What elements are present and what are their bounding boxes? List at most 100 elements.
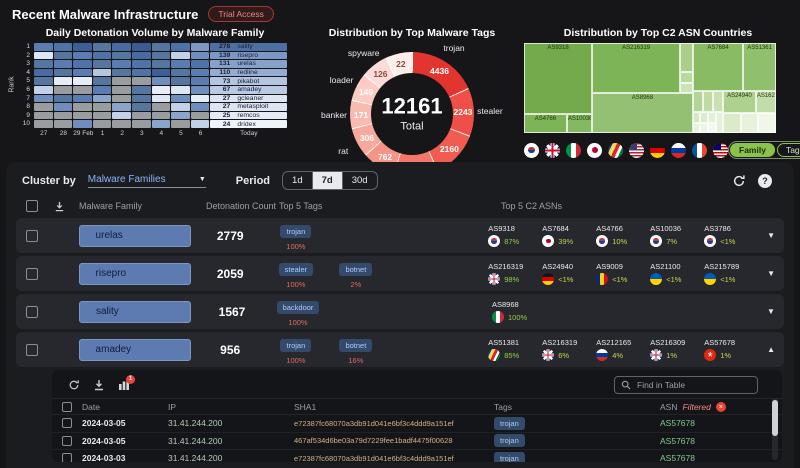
row-checkbox[interactable] [25,343,38,356]
subrow-checkbox[interactable] [62,435,72,446]
heatmap-cell [34,94,53,103]
trial-access-badge: Trial Access [208,6,274,22]
asn-flag-line: <1% [596,273,650,285]
asn-flag-line: 100% [492,311,546,323]
heatmap-cell [131,120,151,128]
asn-item: AS215789 <1% [704,262,758,285]
heatmap-today-value: 67 [222,86,231,94]
toggle-tag-button[interactable]: Tag [776,143,800,157]
treemap-block[interactable]: AS24940 [723,90,756,114]
treemap-block[interactable] [700,123,708,133]
subtable-download-icon[interactable] [93,379,105,391]
treemap-block[interactable] [707,112,716,124]
period-1d-button[interactable]: 1d [283,172,312,189]
subtable-select-all-cell [52,401,82,412]
treemap-block[interactable] [715,112,724,133]
treemap-block[interactable] [740,113,759,133]
family-button[interactable]: sality [79,300,191,323]
treemap-block[interactable] [692,90,703,113]
row-checkbox-cell [16,305,48,318]
expand-caret[interactable]: ▲ [767,345,776,354]
treemap-block[interactable] [680,43,693,72]
treemap-block[interactable] [713,90,724,113]
period-7d-button[interactable]: 7d [311,172,342,189]
subtable-select-all-checkbox[interactable] [62,401,72,412]
scrollbar-track[interactable] [772,398,778,460]
treemap-block[interactable]: AS51361 [743,43,776,91]
columns-icon[interactable] [118,379,130,391]
select-all-checkbox[interactable] [26,200,38,212]
expand-caret[interactable]: ▼ [767,231,776,240]
row-checkbox[interactable] [25,229,38,242]
treemap-block[interactable] [700,112,708,124]
treemap-block[interactable] [680,82,693,94]
heatmap-cell [53,60,73,68]
treemap-block[interactable] [692,123,701,133]
tag-chip[interactable]: stealer [278,262,314,276]
detonation-ip: 31.41.244.200 [168,435,223,446]
cluster-by-select[interactable]: Malware Families ▼ [87,174,206,188]
subtable-row: 2024-03-05 31.41.244.200 467af534d6be03a79… [52,433,782,450]
tag-chip[interactable]: botnet [339,338,373,352]
asn-percent: 1% [666,350,678,360]
treemap-block[interactable]: AS4766 [524,114,567,133]
treemap-block[interactable] [723,113,741,133]
tag-chip[interactable]: trojan [494,434,525,448]
tag-chip[interactable]: trojan [494,451,525,462]
subtable-refresh-icon[interactable] [68,379,80,391]
heatmap-cell [112,77,131,85]
heatmap-cell [112,60,131,68]
heatmap-today-cell: 27 gcleaner [210,94,288,103]
refresh-icon[interactable] [732,174,746,188]
detonation-asn: AS57678 [660,435,695,446]
scrollbar-thumb[interactable] [772,400,778,436]
tag-chip[interactable]: trojan [280,224,312,238]
asn-percent: 6% [558,350,570,360]
treemap-block[interactable]: AS10036 [566,114,593,133]
clear-filter-icon[interactable]: × [715,401,726,412]
expand-caret[interactable]: ▼ [767,269,776,278]
asn-name: AS24940 [542,262,574,271]
treemap-block[interactable] [692,112,701,124]
subrow-checkbox[interactable] [62,418,72,429]
treemap-block[interactable]: AS7684 [692,43,744,91]
flag-kr-icon [596,235,609,247]
treemap-block[interactable] [758,113,776,133]
family-button[interactable]: risepro [78,262,191,285]
donut-chart[interactable] [350,52,474,176]
heatmap-cell [112,51,131,60]
treemap-block[interactable]: AS8968 [592,93,693,133]
search-input[interactable] [635,379,751,391]
heatmap-today-name: redline [237,69,258,77]
treemap-block[interactable]: AS9318 [524,43,593,115]
tag-chip[interactable]: trojan [494,416,525,430]
row-checkbox-cell [16,229,48,242]
heatmap-cell [171,85,190,94]
family-button[interactable]: amadey [78,338,191,361]
tag-chip[interactable]: botnet [339,262,373,276]
header-ip: IP [168,401,177,412]
heatmap-cell [131,85,151,94]
tag-chip[interactable]: trojan [280,338,312,352]
help-icon[interactable]: ? [758,173,772,188]
download-icon[interactable] [54,201,65,212]
treemap-block[interactable]: AS16276 [755,90,776,114]
toggle-family-button[interactable]: Family [730,143,775,157]
treemap-block[interactable] [680,71,693,83]
treemap-block[interactable]: AS216319 [592,43,681,94]
heatmap-cell [190,103,210,111]
row-checkbox[interactable] [26,305,38,318]
subrow-checkbox[interactable] [62,453,72,462]
asn-item: AS21100 <1% [650,262,704,285]
family-button[interactable]: urelas [78,224,191,247]
asn-flag-line: 1% [650,349,704,361]
row-checkbox[interactable] [25,267,38,280]
expand-caret[interactable]: ▼ [767,307,775,316]
heatmap-today-value: 110 [219,69,231,77]
period-30d-button[interactable]: 30d [341,172,377,189]
treemap-block[interactable] [702,90,713,113]
tag-chip[interactable]: backdoor [276,300,320,314]
asn-flag-line: <1% [650,273,704,285]
treemap-block[interactable] [707,123,716,133]
heatmap-row: 4 110 redline [6,68,304,77]
